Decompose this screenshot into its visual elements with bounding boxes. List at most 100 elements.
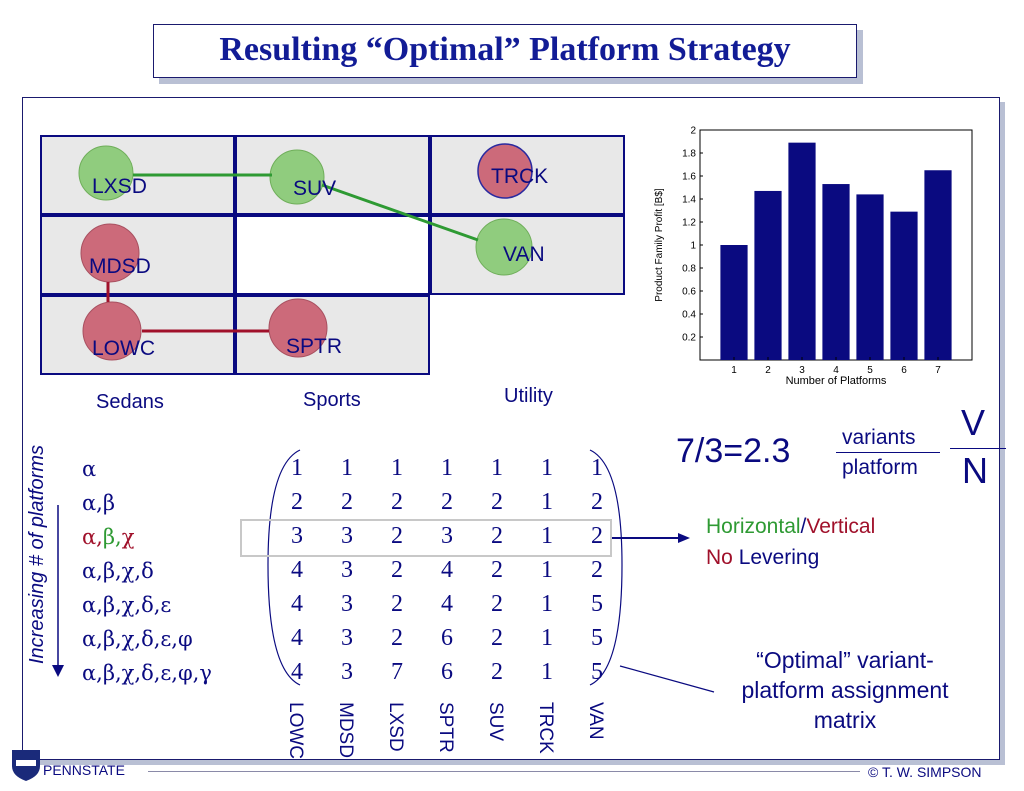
pennstate-logo-text: PENNSTATE bbox=[43, 762, 125, 778]
sedans-column-frame bbox=[40, 135, 235, 375]
pennstate-shield-icon bbox=[12, 750, 40, 781]
x-tick-label: 2 bbox=[765, 365, 771, 376]
grid-cell bbox=[235, 215, 430, 295]
node-trck: TRCK bbox=[491, 165, 549, 188]
utility-column-frame bbox=[430, 135, 625, 295]
y-tick-label: 1.8 bbox=[682, 149, 696, 160]
y-tick-label: 0.8 bbox=[682, 264, 696, 275]
greek-row-5: α,β,χ,δ,ε bbox=[82, 593, 172, 617]
node-van: VAN bbox=[503, 243, 545, 266]
y-tick-label: 1.6 bbox=[682, 172, 696, 183]
matrix-brackets bbox=[267, 449, 623, 686]
matrix-cell: 5 bbox=[591, 625, 603, 651]
matrix-cell: 1 bbox=[541, 557, 553, 583]
bar-4 bbox=[822, 184, 850, 360]
slide-title: Resulting “Optimal” Platform Strategy bbox=[219, 31, 791, 68]
matrix-cell: 7 bbox=[391, 659, 403, 685]
matrix-cell: 3 bbox=[341, 659, 353, 685]
matrix-cell: 1 bbox=[541, 489, 553, 515]
bar-3 bbox=[788, 142, 816, 360]
matrix-cell: 2 bbox=[341, 489, 353, 515]
callout-arrow bbox=[612, 533, 690, 543]
ratio-v: V bbox=[961, 402, 986, 443]
matrix-cell: 4 bbox=[441, 591, 453, 617]
down-arrow bbox=[52, 505, 64, 677]
node-circle-lxsd bbox=[78, 145, 134, 201]
callout-horizontal-vertical: Horizontal/Vertical bbox=[706, 515, 875, 539]
matrix-col-lxsd: LXSD bbox=[385, 702, 406, 752]
callout-levering: Levering bbox=[732, 546, 820, 569]
x-tick-label: 6 bbox=[901, 365, 907, 376]
matrix-cell: 2 bbox=[491, 523, 503, 549]
footer-rule bbox=[148, 771, 860, 772]
title-box: Resulting “Optimal” Platform Strategy bbox=[153, 24, 857, 78]
bar-2 bbox=[754, 190, 782, 360]
matrix-cell: 2 bbox=[591, 523, 603, 549]
matrix-col-van: VAN bbox=[585, 702, 606, 740]
matrix-cell: 2 bbox=[391, 625, 403, 651]
matrix-cell: 2 bbox=[391, 591, 403, 617]
node-circle-mdsd bbox=[80, 223, 140, 283]
node-circle-van bbox=[475, 218, 533, 276]
y-tick-label: 0.4 bbox=[682, 310, 696, 321]
matrix-cell: 1 bbox=[291, 455, 303, 481]
node-circle-trck bbox=[477, 143, 533, 199]
y-tick-label: 0.2 bbox=[682, 333, 696, 344]
matrix-cell: 2 bbox=[441, 489, 453, 515]
matrix-col-lowc: LOWC bbox=[285, 702, 306, 759]
highlight-row-box bbox=[240, 519, 612, 557]
greek-row-4: α,β,χ,δ bbox=[82, 559, 154, 583]
matrix-cell: 4 bbox=[291, 557, 303, 583]
node-mdsd: MDSD bbox=[89, 255, 151, 278]
matrix-cell: 6 bbox=[441, 659, 453, 685]
matrix-cell: 4 bbox=[291, 591, 303, 617]
sports-column-frame bbox=[235, 135, 430, 375]
matrix-col-mdsd: MDSD bbox=[335, 702, 356, 758]
x-tick-label: 4 bbox=[833, 365, 839, 376]
matrix-cell: 1 bbox=[341, 455, 353, 481]
matrix-cell: 1 bbox=[541, 625, 553, 651]
matrix-cell: 2 bbox=[491, 489, 503, 515]
optimal-callout-line bbox=[619, 665, 715, 693]
matrix-cell: 3 bbox=[291, 523, 303, 549]
callout-vertical: Vertical bbox=[806, 515, 876, 538]
node-suv: SUV bbox=[293, 177, 337, 200]
ratio-expression: 7/3=2.3 bbox=[676, 432, 791, 470]
profit-bar-chart: 1 2 3 4 5 6 7 0.2 0.4 0.6 0.8 1 1.2 1.4 1.6 1.8 2 Number … bbox=[654, 126, 973, 387]
category-utility: Utility bbox=[504, 385, 553, 407]
category-sedans: Sedans bbox=[96, 391, 164, 413]
matrix-cell: 4 bbox=[291, 659, 303, 685]
matrix-cell: 1 bbox=[441, 455, 453, 481]
bar-6 bbox=[890, 211, 918, 360]
matrix-cell: 3 bbox=[341, 557, 353, 583]
callout-slash: / bbox=[800, 515, 807, 538]
category-sports: Sports bbox=[303, 389, 361, 411]
matrix-col-suv: SUV bbox=[485, 702, 506, 742]
matrix-cell: 2 bbox=[491, 591, 503, 617]
node-lxsd: LXSD bbox=[92, 175, 147, 198]
ratio-numerator: variants bbox=[842, 426, 916, 449]
x-axis-label: Number of Platforms bbox=[786, 375, 887, 387]
callout-no: No bbox=[706, 546, 733, 569]
y-tick-label: 1 bbox=[690, 241, 696, 252]
x-tick-label: 5 bbox=[867, 365, 873, 376]
matrix-cell: 2 bbox=[491, 557, 503, 583]
matrix-cell: 1 bbox=[541, 659, 553, 685]
optimal-note-line-1: “Optimal” variant- bbox=[756, 647, 934, 673]
ratio-n: N bbox=[962, 450, 988, 491]
matrix-cell: 3 bbox=[441, 523, 453, 549]
node-sptr: SPTR bbox=[286, 335, 343, 358]
matrix-cell: 1 bbox=[541, 523, 553, 549]
node-lowc: LOWC bbox=[92, 337, 155, 360]
matrix-cell: 6 bbox=[441, 625, 453, 651]
increasing-platforms-label: Increasing # of platforms bbox=[26, 445, 48, 664]
callout-no-levering: No Levering bbox=[706, 546, 819, 570]
matrix-cell: 3 bbox=[341, 591, 353, 617]
matrix-cell: 1 bbox=[541, 455, 553, 481]
y-axis-label: Product Family Profit [B$] bbox=[654, 188, 665, 302]
matrix-cell: 3 bbox=[341, 523, 353, 549]
ratio-fraction-bar bbox=[836, 452, 940, 453]
ratio-denominator: platform bbox=[842, 456, 918, 479]
matrix-cell: 2 bbox=[591, 489, 603, 515]
